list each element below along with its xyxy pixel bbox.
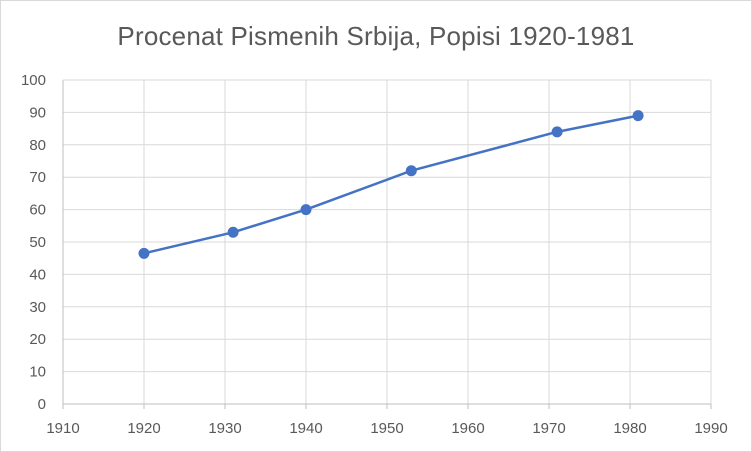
- y-tick-label: 20: [29, 331, 46, 348]
- x-tick-label: 1910: [46, 420, 79, 437]
- chart-title: Procenat Pismenih Srbija, Popisi 1920-19…: [117, 21, 635, 51]
- grid: [63, 79, 712, 404]
- data-point: [632, 110, 644, 122]
- series-points: [138, 110, 644, 259]
- x-tick-label: 1990: [694, 420, 727, 437]
- y-tick-label: 80: [29, 137, 46, 154]
- y-tick-label: 10: [29, 364, 46, 381]
- y-tick-label: 50: [29, 234, 46, 251]
- y-tick-label: 60: [29, 202, 46, 219]
- y-tick-label: 90: [29, 104, 46, 121]
- axes: [62, 80, 712, 409]
- x-tick-label: 1970: [532, 420, 565, 437]
- tick-labels: 0 10 20 30 40 50 60 70 80 90 100 1910 1920 1930 1940 19…: [21, 72, 728, 437]
- x-tick-label: 1920: [127, 420, 160, 437]
- data-point: [551, 126, 563, 138]
- x-tick-label: 1950: [370, 420, 403, 437]
- data-point: [405, 165, 417, 177]
- data-point: [138, 247, 150, 259]
- x-tick-label: 1980: [613, 420, 646, 437]
- y-tick-label: 0: [38, 396, 46, 413]
- series-line: [142, 114, 640, 255]
- y-tick-label: 70: [29, 169, 46, 186]
- y-tick-label: 40: [29, 266, 46, 283]
- data-point: [300, 204, 312, 216]
- x-tick-label: 1960: [451, 420, 484, 437]
- series-lines: [142, 114, 640, 255]
- x-tick-label: 1940: [289, 420, 322, 437]
- y-tick-label: 100: [21, 72, 46, 89]
- y-tick-label: 30: [29, 299, 46, 316]
- x-tick-label: 1930: [208, 420, 241, 437]
- data-point: [227, 226, 239, 238]
